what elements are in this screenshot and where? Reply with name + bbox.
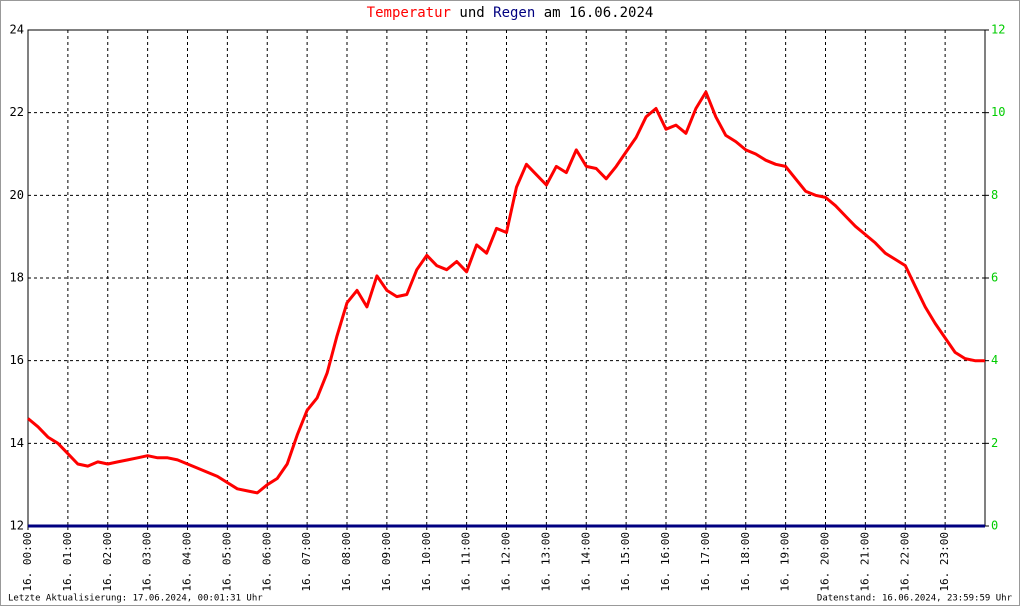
y-tick-label: 18 <box>10 271 24 285</box>
x-tick-label: 16. 14:00 <box>579 532 592 592</box>
x-tick-label: 16. 10:00 <box>420 532 433 592</box>
x-tick-label: 16. 01:00 <box>61 532 74 592</box>
x-tick-label: 16. 09:00 <box>380 532 393 592</box>
x-tick-label: 16. 16:00 <box>659 532 672 592</box>
x-tick-label: 16. 15:00 <box>619 532 632 592</box>
x-tick-label: 16. 03:00 <box>141 532 154 592</box>
title-part: und <box>459 5 484 21</box>
x-tick-label: 16. 13:00 <box>539 532 552 592</box>
footer-right: Datenstand: 16.06.2024, 23:59:59 Uhr <box>817 594 1013 604</box>
x-tick-label: 16. 07:00 <box>300 532 313 592</box>
y-tick-label: 16 <box>10 353 24 367</box>
y-tick-label: 12 <box>10 519 24 533</box>
x-tick-label: 16. 19:00 <box>779 532 792 592</box>
y-tick-label: 24 <box>10 23 24 37</box>
footer-left: Letzte Aktualisierung: 17.06.2024, 00:01… <box>8 594 263 604</box>
x-tick-label: 16. 12:00 <box>500 532 513 592</box>
y-tick-label: 22 <box>10 105 24 119</box>
x-tick-label: 16. 17:00 <box>699 532 712 592</box>
y2-tick-label: 12 <box>991 23 1005 37</box>
y-tick-label: 14 <box>10 436 24 450</box>
y2-tick-label: 4 <box>991 353 998 367</box>
title-part: Temperatur <box>367 5 451 21</box>
x-tick-label: 16. 05:00 <box>220 532 233 592</box>
x-tick-label: 16. 20:00 <box>819 532 832 592</box>
x-tick-label: 16. 18:00 <box>739 532 752 592</box>
series-line <box>27 90 985 495</box>
y2-tick-label: 10 <box>991 105 1005 119</box>
title-part: am 16.06.2024 <box>544 5 654 21</box>
y2-tick-label: 0 <box>991 519 998 533</box>
x-tick-label: 16. 11:00 <box>460 532 473 592</box>
x-tick-label: 16. 06:00 <box>260 532 273 592</box>
x-tick-label: 16. 02:00 <box>101 532 114 592</box>
x-tick-label: 16. 08:00 <box>340 532 353 592</box>
y-tick-label: 20 <box>10 188 24 202</box>
x-tick-label: 16. 23:00 <box>938 532 951 592</box>
x-tick-label: 16. 04:00 <box>181 532 194 592</box>
x-tick-label: 16. 22:00 <box>898 532 911 592</box>
chart-title: Temperatur und Regen am 16.06.2024 <box>367 5 654 21</box>
y2-tick-label: 8 <box>991 188 998 202</box>
x-tick-label: 16. 21:00 <box>858 532 871 592</box>
y2-tick-label: 2 <box>991 436 998 450</box>
title-part: Regen <box>493 5 535 21</box>
y2-tick-label: 6 <box>991 271 998 285</box>
x-tick-label: 16. 00:00 <box>21 532 34 592</box>
